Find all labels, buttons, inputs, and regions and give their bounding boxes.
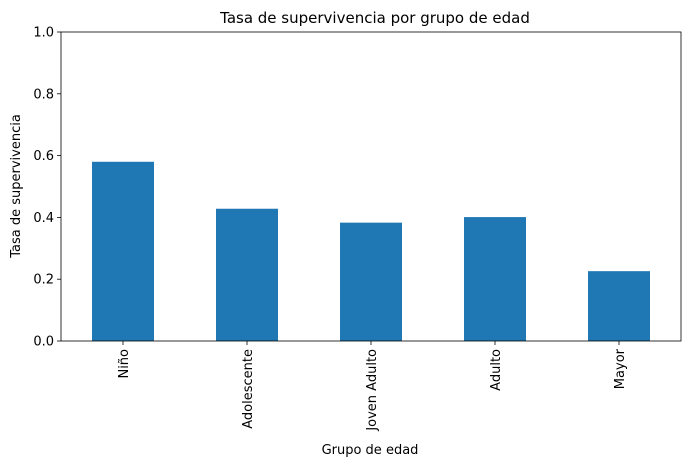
bar-3 [464, 217, 526, 341]
y-tick-label-0: 0.0 [33, 335, 54, 350]
bar-2 [340, 222, 402, 341]
x-tick-label-0: Niño [117, 349, 132, 379]
y-tick-label-1: 0.2 [33, 273, 54, 288]
plot-frame [60, 31, 682, 342]
x-tick-label-2: Joven Adulto [365, 349, 380, 432]
chart-title: Tasa de supervivencia por grupo de edad [219, 9, 530, 27]
y-tick-label-5: 1.0 [33, 26, 54, 41]
x-tick-label-4: Mayor [613, 348, 628, 389]
y-tick-label-3: 0.6 [33, 149, 54, 164]
x-tick-label-3: Adulto [489, 349, 504, 391]
bar-4 [588, 271, 650, 341]
bar-0 [92, 161, 154, 341]
y-tick-label-4: 0.8 [33, 87, 54, 102]
plot-area: Niño Adolescente Joven Adulto Adulto Mayor 0.… [33, 26, 682, 432]
x-tick-label-1: Adolescente [241, 349, 256, 429]
x-axis-label: Grupo de edad [322, 443, 419, 458]
y-axis-label: Tasa de supervivencia [9, 114, 24, 259]
bar-1 [216, 208, 278, 341]
y-tick-label-2: 0.4 [33, 211, 54, 226]
